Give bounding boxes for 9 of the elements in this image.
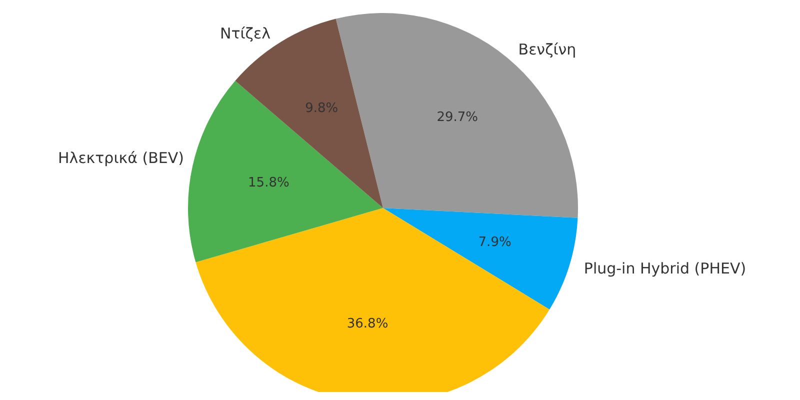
data-label: 36.8% [346, 316, 388, 332]
data-label: 29.7% [436, 110, 478, 126]
slice-label: Βενζίνη [518, 40, 576, 59]
data-label: 9.8% [305, 100, 338, 116]
data-label: 15.8% [248, 176, 290, 191]
slice-label: Plug-in Hybrid (PHEV) [584, 259, 746, 278]
data-label: 7.9% [478, 234, 512, 250]
slice-label: Ηλεκτρικά (BEV) [58, 148, 184, 167]
slice-label: Ντίζελ [220, 24, 271, 42]
